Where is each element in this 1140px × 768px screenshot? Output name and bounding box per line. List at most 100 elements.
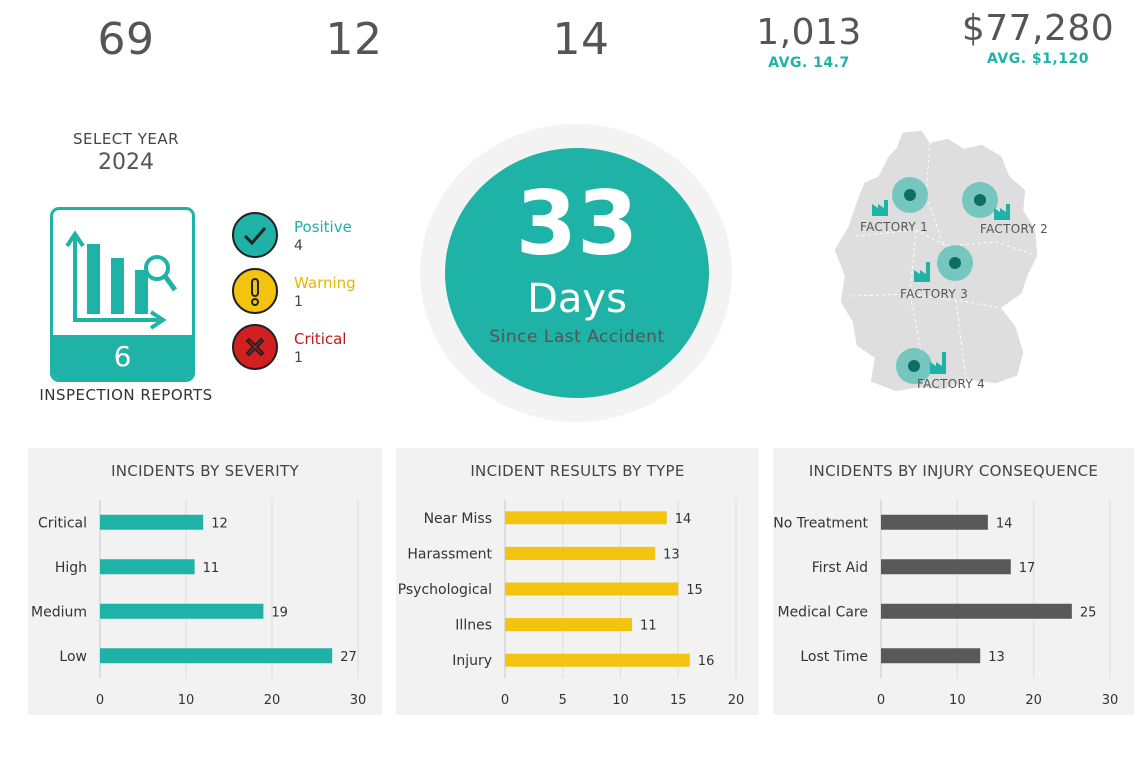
bar[interactable]: [100, 603, 264, 619]
days-word: Days: [527, 276, 627, 322]
status-positive-count: 4: [294, 238, 303, 254]
data-label: 13: [663, 547, 680, 562]
tick-label: 0: [501, 693, 509, 708]
status-critical: Critical 1: [232, 324, 432, 370]
tick-label: 5: [559, 693, 567, 708]
chart-panel-consequence: INCIDENTS BY INJURY CONSEQUENCE 0 10 20 30 N…: [773, 448, 1134, 715]
kpi-4: 1,013 AVG. 14.7: [719, 12, 899, 71]
status-warning-count: 1: [294, 294, 303, 310]
chart-title-consequence: INCIDENTS BY INJURY CONSEQUENCE: [808, 462, 1099, 480]
kpi-4-value: 1,013: [756, 12, 862, 53]
status-warning-name: Warning: [294, 274, 356, 292]
kpi-5-average: AVG. $1,120: [987, 51, 1089, 67]
data-label: 16: [698, 654, 715, 669]
bar[interactable]: [881, 603, 1072, 619]
category-label: Medical Care: [777, 604, 868, 620]
tick-label: 0: [877, 693, 885, 708]
kpi-3: 14: [491, 14, 671, 65]
bar[interactable]: [505, 653, 690, 667]
chart-panel-type: INCIDENT RESULTS BY TYPE 0 5 10 15 20 Near Mi…: [396, 448, 759, 715]
tick-label: 0: [96, 693, 104, 708]
data-label: 17: [1019, 561, 1036, 576]
tick-label: 20: [264, 693, 281, 708]
category-label: Lost Time: [800, 649, 868, 665]
category-label: First Aid: [812, 560, 868, 576]
days-circle: [445, 148, 709, 398]
factory-map: FACTORY 1 FACTORY 2 FACTORY 3 FACTORY 4: [826, 126, 1056, 406]
chart-severity: 0 10 20 30 Critical 12 High 11 Medium 19 Low 27: [31, 500, 367, 708]
kpi-2: 12: [264, 14, 444, 65]
tick-label: 10: [949, 693, 966, 708]
days-subtitle: Since Last Accident: [489, 327, 665, 347]
bar[interactable]: [505, 582, 679, 596]
category-label: Medium: [31, 604, 87, 620]
data-label: 14: [996, 516, 1013, 531]
bar[interactable]: [505, 511, 667, 525]
check-icon: [232, 212, 278, 258]
data-label: 14: [675, 512, 692, 527]
data-label: 11: [640, 619, 657, 634]
category-label: Harassment: [407, 546, 492, 562]
year-selector[interactable]: 2024: [98, 150, 154, 175]
inspection-reports-count: 6: [53, 335, 192, 379]
tick-label: 30: [350, 693, 367, 708]
category-label: Critical: [38, 515, 87, 531]
select-year-label: SELECT YEAR: [72, 130, 180, 148]
chart-consequence: 0 10 20 30 No Treatment 14 First Aid 17 Medical …: [773, 500, 1119, 708]
tick-label: 20: [1025, 693, 1042, 708]
inspection-reports-card[interactable]: 6: [50, 207, 195, 382]
bar[interactable]: [881, 648, 981, 664]
bar[interactable]: [505, 546, 656, 560]
category-label: Injury: [452, 653, 492, 669]
bar[interactable]: [881, 559, 1011, 575]
category-label: No Treatment: [773, 515, 868, 531]
kpi-5-value: $77,280: [961, 8, 1115, 49]
data-label: 19: [271, 605, 288, 620]
data-label: 25: [1080, 605, 1097, 620]
category-label: High: [55, 560, 87, 576]
category-label: Low: [59, 649, 87, 665]
bar[interactable]: [881, 514, 988, 530]
factory-3-label: FACTORY 3: [900, 287, 969, 301]
tick-label: 10: [178, 693, 195, 708]
data-label: 12: [211, 516, 228, 531]
bar[interactable]: [100, 514, 204, 530]
category-label: Near Miss: [424, 511, 492, 527]
germany-map-shape: [833, 129, 1039, 393]
bar[interactable]: [100, 648, 333, 664]
inspection-reports-caption: INSPECTION REPORTS: [39, 386, 213, 404]
tick-label: 30: [1102, 693, 1119, 708]
factory-2-label: FACTORY 2: [980, 222, 1049, 236]
x-icon: [232, 324, 278, 370]
data-label: 27: [340, 650, 357, 665]
data-label: 13: [988, 650, 1005, 665]
bar-chart-magnifier-icon: [65, 230, 178, 330]
status-critical-name: Critical: [294, 330, 347, 348]
tick-label: 20: [728, 693, 745, 708]
bar[interactable]: [505, 618, 633, 632]
exclamation-icon: [232, 268, 278, 314]
factory-1-label: FACTORY 1: [860, 220, 929, 234]
chart-type: 0 5 10 15 20 Near Miss 14 Harassment 13 Psycholog…: [398, 500, 745, 708]
kpi-5: $77,280 AVG. $1,120: [948, 8, 1128, 67]
kpi-2-value: 12: [325, 14, 383, 65]
bar[interactable]: [100, 559, 195, 575]
chart-title-severity: INCIDENTS BY SEVERITY: [111, 462, 299, 480]
kpi-1-value: 69: [97, 14, 155, 65]
data-label: 11: [203, 561, 220, 576]
status-positive-name: Positive: [294, 218, 352, 236]
factory-4-label: FACTORY 4: [917, 377, 986, 391]
data-label: 15: [686, 583, 703, 598]
kpi-3-value: 14: [552, 14, 610, 65]
category-label: Psychological: [398, 582, 492, 598]
chart-title-type: INCIDENT RESULTS BY TYPE: [470, 462, 685, 480]
factory-markers: [892, 177, 998, 384]
category-label: Illnes: [455, 618, 492, 634]
status-critical-count: 1: [294, 350, 303, 366]
days-number: 33: [515, 172, 639, 275]
chart-panel-severity: INCIDENTS BY SEVERITY 0 10 20 30 Critical 12 H…: [28, 448, 382, 715]
kpi-1: 69: [36, 14, 216, 65]
status-warning: Warning 1: [232, 268, 432, 314]
tick-label: 10: [612, 693, 629, 708]
tick-label: 15: [670, 693, 687, 708]
